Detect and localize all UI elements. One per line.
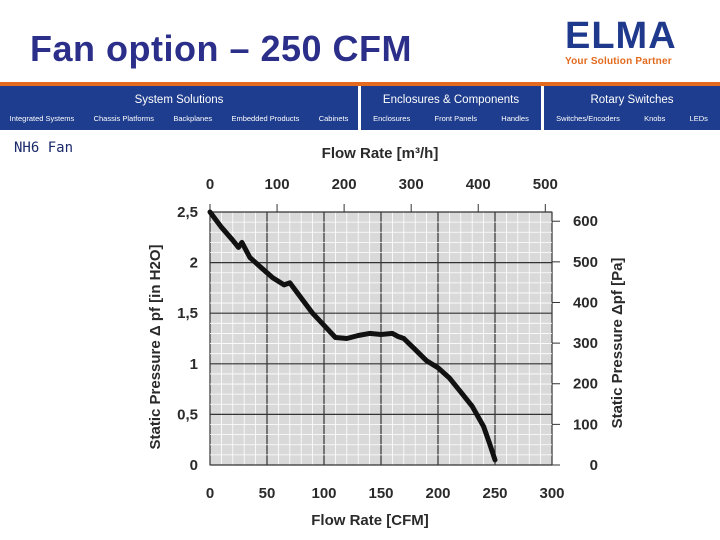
nav-group-title[interactable]: Rotary Switches [590, 94, 674, 106]
nav-item-leds[interactable]: LEDs [689, 114, 708, 123]
x-tick-label: 250 [482, 485, 507, 502]
nav-group-title[interactable]: Enclosures & Components [382, 94, 520, 106]
nav-item-integrated-systems[interactable]: Integrated Systems [9, 114, 75, 123]
nav-item-backplanes[interactable]: Backplanes [173, 114, 213, 123]
right-tick-label: 600 [573, 213, 598, 230]
fan-curve [207, 209, 498, 463]
top-tick-label: 500 [533, 176, 558, 193]
right-tick-label: 100 [573, 416, 598, 433]
x-tick-label: 150 [368, 485, 393, 502]
grid-lines [209, 204, 560, 466]
top-tick-label: 400 [466, 176, 491, 193]
right-tick-label: 400 [573, 294, 598, 311]
top-tick-label: 100 [265, 176, 290, 193]
x-axis-label: Flow Rate [CFM] [311, 512, 429, 529]
logo-text: ELMA [565, 15, 677, 57]
top-axis-label: Flow Rate [m³/h] [322, 145, 439, 162]
right-tick-label: 0 [590, 457, 598, 474]
nav-item-enclosures[interactable]: Enclosures [373, 114, 411, 123]
y-tick-label: 1,5 [177, 305, 198, 322]
top-tick-label: 200 [332, 176, 357, 193]
x-tick-label: 300 [539, 485, 564, 502]
y-tick-label: 2,5 [177, 204, 198, 221]
x-tick-label: 200 [425, 485, 450, 502]
nav-item-knobs[interactable]: Knobs [644, 114, 666, 123]
elma-logo: ELMA Your Solution Partner [565, 15, 677, 67]
nav-item-front-panels[interactable]: Front Panels [434, 114, 478, 123]
nav-item-embedded-products[interactable]: Embedded Products [231, 114, 300, 123]
y-tick-label: 0 [190, 457, 198, 474]
right-axis-label: Static Pressure Δpf [Pa] [609, 258, 626, 429]
nav-group-rotary-switches: Rotary Switches Switches/Encoders Knobs … [544, 86, 720, 130]
tick-labels: 0 50 100 150 200 250 300 0 0,5 1 1,5 2 2,5 0 100 200 300… [177, 176, 598, 502]
logo-tagline: Your Solution Partner [565, 56, 672, 67]
pressure-curve-line [207, 209, 498, 463]
top-tick-label: 0 [206, 176, 214, 193]
fan-curve-chart: 0 50 100 150 200 250 300 0 0,5 1 1,5 2 2,5 0 100 200 300… [147, 145, 626, 529]
right-tick-label: 300 [573, 335, 598, 352]
nav-item-switches-encoders[interactable]: Switches/Encoders [556, 114, 620, 123]
y-axis-label: Static Pressure Δ pf [in H2O] [147, 244, 164, 449]
right-tick-label: 500 [573, 254, 598, 271]
y-tick-label: 0,5 [177, 406, 198, 423]
nav-bar: System Solutions Integrated Systems Chas… [0, 86, 720, 130]
nav-group-title[interactable]: System Solutions [134, 94, 224, 106]
nav-group-enclosures: Enclosures & Components Enclosures Front… [361, 86, 544, 130]
fan-model-label: NH6 Fan [14, 140, 74, 156]
x-tick-label: 0 [206, 485, 214, 502]
y-tick-label: 2 [190, 255, 198, 272]
x-tick-label: 100 [311, 485, 336, 502]
right-tick-label: 200 [573, 376, 598, 393]
nav-item-handles[interactable]: Handles [501, 114, 529, 123]
nav-item-cabinets[interactable]: Cabinets [318, 114, 349, 123]
nav-item-chassis-platforms[interactable]: Chassis Platforms [93, 114, 155, 123]
x-tick-label: 50 [259, 485, 276, 502]
accent-divider [0, 82, 720, 86]
y-tick-label: 1 [190, 356, 198, 373]
nav-group-system-solutions: System Solutions Integrated Systems Chas… [0, 86, 361, 130]
page-title: Fan option – 250 CFM [30, 28, 413, 69]
top-tick-label: 300 [399, 176, 424, 193]
